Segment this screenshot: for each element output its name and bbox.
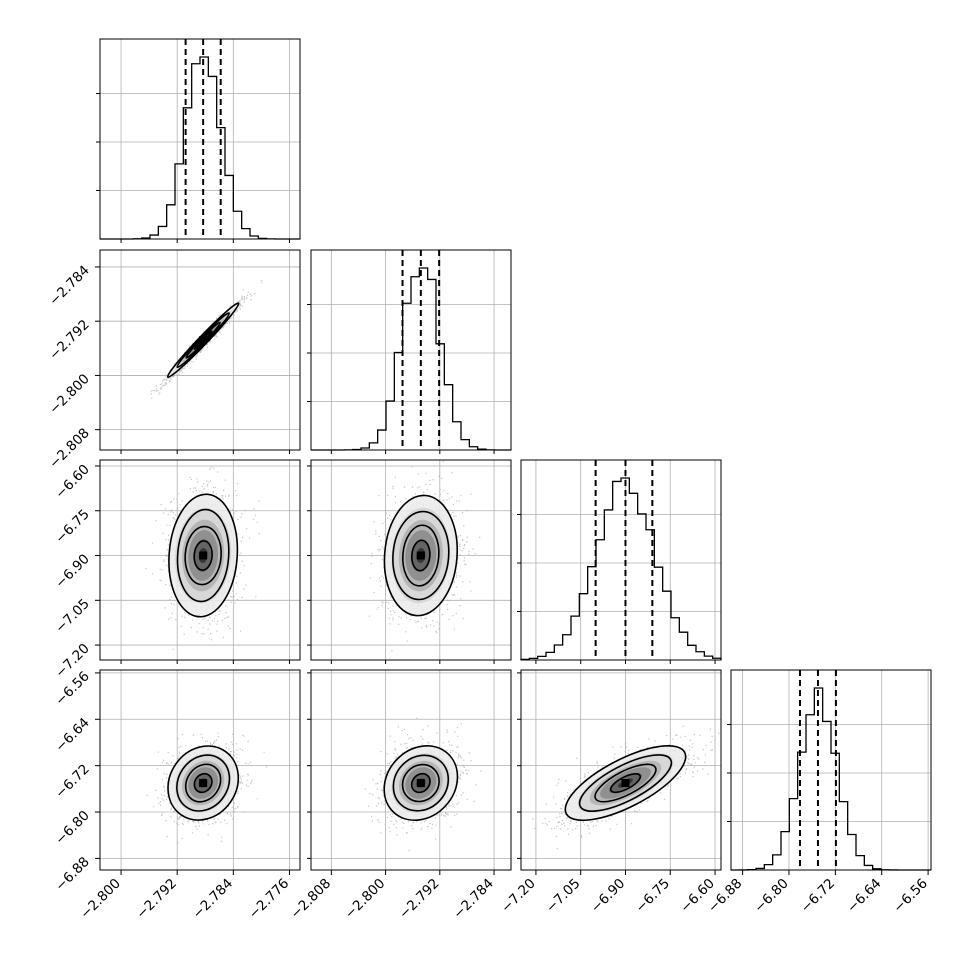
x-tick-label: −2.776 [246, 876, 293, 923]
y-tick-label: −2.792 [46, 317, 93, 364]
scatter-panel-2-1 [310, 459, 512, 661]
contour-2 [392, 754, 450, 812]
scatter-panel-3-1 [310, 669, 512, 871]
contour-1 [594, 763, 657, 803]
panel-frame [310, 249, 512, 451]
x-tick-label: −6.75 [633, 876, 674, 917]
histogram-panel-3 [727, 669, 932, 871]
contour-1 [401, 524, 440, 587]
x-tick-label: −6.90 [588, 876, 629, 917]
density-peak [416, 551, 425, 560]
density-peak [199, 779, 208, 788]
contour-0 [609, 773, 642, 794]
x-tick-label: −7.05 [543, 876, 584, 917]
histogram-panel-0 [96, 38, 301, 240]
density-peak [199, 336, 208, 345]
scatter-panel-3-2 [520, 669, 722, 871]
x-tick-label: −6.72 [798, 876, 839, 917]
x-tick-label: −2.792 [396, 876, 443, 923]
contour-1 [184, 763, 222, 803]
y-tick-label: −6.88 [52, 854, 93, 895]
histogram-background [100, 39, 300, 239]
panel-frame [310, 459, 512, 661]
y-tick-label: −2.808 [46, 425, 93, 472]
x-tick-label: −2.784 [190, 876, 237, 923]
y-tick-label: −2.784 [46, 262, 93, 309]
x-tick-label: −2.800 [342, 876, 389, 923]
density-peak [621, 779, 630, 788]
panel-frame [310, 669, 512, 871]
x-tick-label: −2.784 [450, 876, 497, 923]
panel-frame [99, 669, 301, 871]
y-tick-label: −6.64 [52, 715, 93, 756]
x-tick-label: −2.800 [77, 876, 124, 923]
contour-2 [176, 508, 230, 603]
y-tick-label: −7.05 [52, 596, 93, 637]
contour-0 [410, 772, 431, 794]
scatter-panel-2-0 [99, 459, 301, 661]
panel-frame [520, 459, 722, 661]
histogram-background [521, 460, 721, 660]
density-peak [199, 551, 208, 560]
x-tick-label: −6.64 [844, 876, 885, 917]
x-tick-label: −2.792 [133, 876, 180, 923]
histogram-panel-2 [517, 459, 722, 661]
histogram-background [731, 670, 931, 870]
y-tick-label: −6.90 [52, 551, 93, 592]
x-tick-label: −2.808 [288, 876, 335, 923]
panel-frame [730, 669, 932, 871]
contour-1 [401, 763, 440, 803]
contour-0 [411, 539, 431, 572]
y-tick-label: −6.75 [52, 506, 93, 547]
contour-0 [193, 772, 213, 794]
contour-3 [564, 745, 687, 822]
contour-3 [383, 494, 459, 617]
x-tick-label: −6.56 [890, 876, 931, 917]
contour-3 [383, 745, 459, 822]
histogram-panel-1 [307, 249, 512, 451]
scatter-panel-1-0 [99, 249, 301, 451]
contour-2 [392, 510, 450, 601]
panel-frame [99, 249, 301, 451]
x-tick-label: −7.20 [498, 876, 539, 917]
contour-3 [167, 745, 240, 821]
contour-0 [193, 540, 213, 571]
scatter-panel-3-0 [99, 669, 301, 871]
y-tick-label: −2.800 [46, 371, 93, 418]
histogram-steps [520, 477, 722, 661]
panel-frame [99, 38, 301, 240]
contour-2 [176, 754, 231, 812]
contour-3 [168, 493, 239, 618]
panel-frame [520, 669, 722, 871]
y-tick-label: −6.80 [52, 808, 93, 849]
contour-1 [184, 525, 222, 586]
y-tick-label: −6.72 [52, 761, 93, 802]
x-tick-label: −6.80 [751, 876, 792, 917]
panel-frame [99, 459, 301, 661]
density-peak [416, 779, 425, 788]
contour-2 [578, 754, 673, 812]
